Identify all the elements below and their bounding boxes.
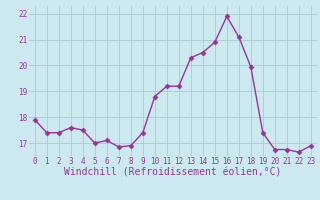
X-axis label: Windchill (Refroidissement éolien,°C): Windchill (Refroidissement éolien,°C) xyxy=(64,168,282,178)
